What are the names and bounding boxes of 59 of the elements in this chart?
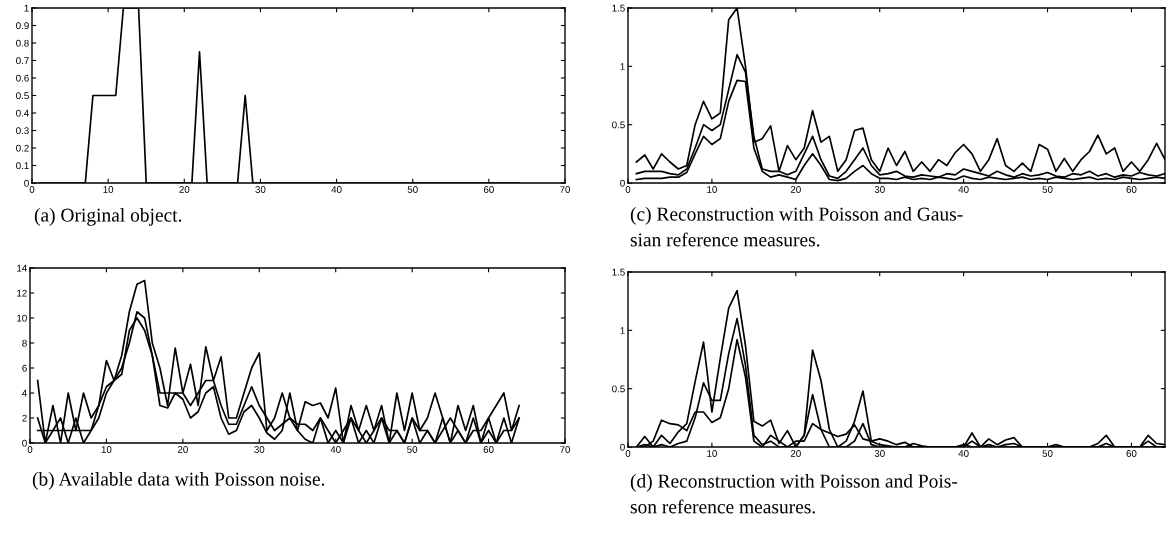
x-tick-label: 50 xyxy=(1042,186,1053,193)
x-tick-label: 40 xyxy=(330,446,341,453)
x-tick-label: 40 xyxy=(958,186,969,193)
x-tick-label: 10 xyxy=(707,186,717,193)
y-tick-label: 0.1 xyxy=(16,162,29,170)
y-tick-label: 6 xyxy=(22,364,27,372)
x-tick-label: 60 xyxy=(483,446,494,453)
x-tick-label: 20 xyxy=(790,186,801,193)
x-tick-label: 60 xyxy=(1126,450,1137,457)
x-tick-label: 50 xyxy=(407,186,418,193)
y-tick-label: 14 xyxy=(17,264,27,272)
y-tick-label: 0.2 xyxy=(16,144,29,152)
x-tick-label: 70 xyxy=(560,186,571,193)
y-tick-label: 0.5 xyxy=(612,385,625,393)
text: (d) Reconstruction with Poisson and Pois- son reference measures. xyxy=(630,474,958,514)
x-tick-label: 60 xyxy=(1126,186,1137,193)
y-tick-label: 0.5 xyxy=(16,92,29,100)
x-tick-label: 30 xyxy=(874,450,885,457)
text: (c) Reconstruction with Poisson and Gaus- sian reference measures. xyxy=(630,207,963,247)
y-tick-label: 4 xyxy=(22,389,27,397)
y-tick-label: 0.7 xyxy=(16,57,29,65)
x-tick-label: 0 xyxy=(625,450,631,457)
y-tick-label: 0.4 xyxy=(16,109,29,117)
y-tick-label: 2 xyxy=(22,414,27,422)
y-tick-label: 1 xyxy=(620,327,625,334)
y-tick-label: 1.5 xyxy=(612,4,625,12)
x-tick-label: 50 xyxy=(407,446,418,453)
x-tick-label: 0 xyxy=(29,186,35,193)
x-tick-label: 20 xyxy=(179,186,190,193)
x-tick-label: 40 xyxy=(958,450,969,457)
x-tick-label: 40 xyxy=(331,186,342,193)
x-tick-label: 30 xyxy=(254,446,265,453)
y-tick-label: 1.5 xyxy=(612,268,625,276)
x-tick-label: 10 xyxy=(101,446,112,453)
y-tick-label: 1 xyxy=(620,63,625,70)
y-tick-label: 0.9 xyxy=(16,22,29,30)
y-tick-label: 0.3 xyxy=(16,127,29,135)
y-tick-label: 12 xyxy=(17,289,27,297)
x-tick-label: 20 xyxy=(790,450,801,457)
x-tick-label: 10 xyxy=(707,450,717,457)
y-tick-label: 1 xyxy=(24,4,29,12)
text: (a) Original object. xyxy=(34,208,182,226)
text: (b) Available data with Poisson noise. xyxy=(32,472,325,490)
y-tick-label: 0 xyxy=(24,179,29,187)
x-tick-label: 30 xyxy=(255,186,266,193)
y-tick-label: 0 xyxy=(22,439,27,447)
x-tick-label: 70 xyxy=(560,446,571,453)
x-tick-label: 30 xyxy=(874,186,885,193)
y-tick-label: 0.5 xyxy=(612,121,625,129)
x-tick-label: 50 xyxy=(1042,450,1053,457)
x-tick-label: 0 xyxy=(625,186,631,193)
x-tick-label: 10 xyxy=(103,186,114,193)
y-tick-label: 0 xyxy=(620,179,625,187)
y-tick-label: 8 xyxy=(22,339,27,347)
y-tick-label: 0.6 xyxy=(16,74,29,82)
x-tick-label: 60 xyxy=(483,186,494,193)
x-tick-label: 20 xyxy=(177,446,188,453)
y-tick-label: 10 xyxy=(17,314,27,322)
y-tick-label: 0.8 xyxy=(16,39,29,47)
